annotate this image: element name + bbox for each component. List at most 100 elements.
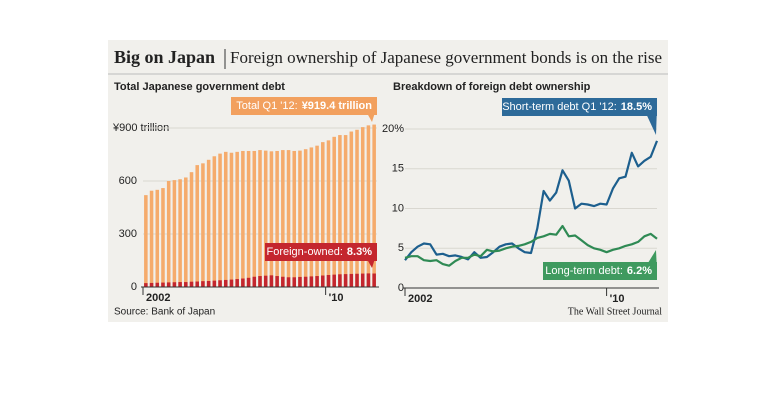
callout-text: Foreign-owned: (266, 246, 342, 258)
y-tick-label: 15 (392, 163, 404, 175)
bar (303, 149, 308, 287)
y-tick-label: 5 (398, 242, 404, 254)
bar (229, 152, 234, 287)
bar (184, 282, 188, 287)
bar (309, 276, 314, 287)
callout-text: Short-term debt Q1 '12: (502, 101, 617, 113)
title: Big on Japan (114, 47, 215, 67)
bar (372, 273, 376, 287)
y-tick-label: 0 (398, 282, 404, 294)
bar (189, 172, 194, 287)
bar (166, 282, 171, 287)
bar (241, 150, 245, 287)
bar (218, 280, 222, 287)
bar (275, 276, 279, 287)
y-tick-label: ¥900 trillion (112, 122, 169, 134)
bar (298, 150, 302, 287)
bar (269, 151, 274, 287)
bar (201, 163, 205, 287)
bar (315, 145, 319, 287)
callout-value: 6.2% (627, 265, 652, 277)
bar (246, 150, 251, 287)
bar (349, 273, 354, 287)
y-tick-label: 20% (382, 123, 404, 135)
bar (326, 140, 331, 287)
line (404, 140, 659, 261)
bar (366, 273, 371, 287)
bar (343, 274, 348, 287)
bar (166, 181, 171, 287)
bar (161, 188, 165, 287)
source: Source: Bank of Japan (114, 307, 215, 318)
bar (360, 127, 365, 287)
bar (281, 150, 285, 287)
panel-title: Total Japanese government debt (114, 81, 285, 93)
bar (144, 283, 148, 287)
bar (149, 282, 154, 287)
bar (321, 275, 325, 287)
bar (349, 131, 354, 287)
callout-text: Long-term debt: (545, 265, 623, 277)
bar (172, 282, 177, 287)
bar (275, 150, 279, 287)
bar (252, 276, 257, 287)
x-tick-label: '10 (329, 292, 344, 304)
callout-box (543, 262, 657, 280)
bar (298, 276, 302, 287)
bar (212, 280, 217, 287)
callout-box (231, 97, 377, 115)
bar (263, 150, 268, 287)
bar (355, 273, 359, 287)
x-tick-label: 2002 (408, 293, 432, 305)
callout-value: 8.3% (347, 246, 372, 258)
x-tick-label: '10 (610, 293, 625, 305)
bar (326, 274, 331, 287)
bar (189, 281, 194, 287)
bar (309, 147, 314, 287)
subtitle: Foreign ownership of Japanese government… (230, 48, 662, 67)
bar (343, 135, 348, 287)
bar (269, 275, 274, 287)
bar (235, 279, 239, 287)
bar (241, 278, 245, 287)
bar (235, 151, 239, 287)
line (404, 224, 658, 267)
callout-value: 18.5% (621, 101, 652, 113)
bar (178, 282, 182, 287)
bar (206, 159, 211, 287)
callout-text: Total Q1 '12: (236, 100, 297, 112)
panel-title: Breakdown of foreign debt ownership (393, 81, 591, 93)
bar (149, 190, 154, 287)
bar (155, 189, 160, 287)
bar (372, 124, 376, 288)
bar (321, 142, 325, 287)
bar (332, 136, 336, 287)
bar (195, 281, 199, 287)
bar (223, 279, 228, 287)
bar (178, 179, 182, 287)
callout: Short-term debt Q1 '12: 18.5% (502, 101, 652, 113)
bar (315, 276, 319, 287)
bar (258, 150, 262, 287)
bar (252, 150, 257, 287)
bar (292, 150, 297, 287)
callout-box (502, 98, 657, 116)
bar (258, 276, 262, 287)
bar (360, 273, 365, 287)
y-tick-label: 600 (119, 175, 137, 187)
credit: The Wall Street Journal (568, 306, 662, 317)
bar (338, 135, 342, 287)
y-tick-label: 300 (119, 228, 137, 240)
bar (206, 280, 211, 287)
bar (144, 195, 148, 287)
bar (286, 150, 291, 287)
bar (223, 151, 228, 287)
bar (355, 129, 359, 287)
bar (366, 125, 371, 287)
bar (229, 279, 234, 287)
bar (184, 177, 188, 287)
y-tick-label: 10 (392, 202, 404, 214)
bar (218, 153, 222, 287)
callout: Total Q1 '12: ¥919.4 trillion (236, 100, 372, 112)
